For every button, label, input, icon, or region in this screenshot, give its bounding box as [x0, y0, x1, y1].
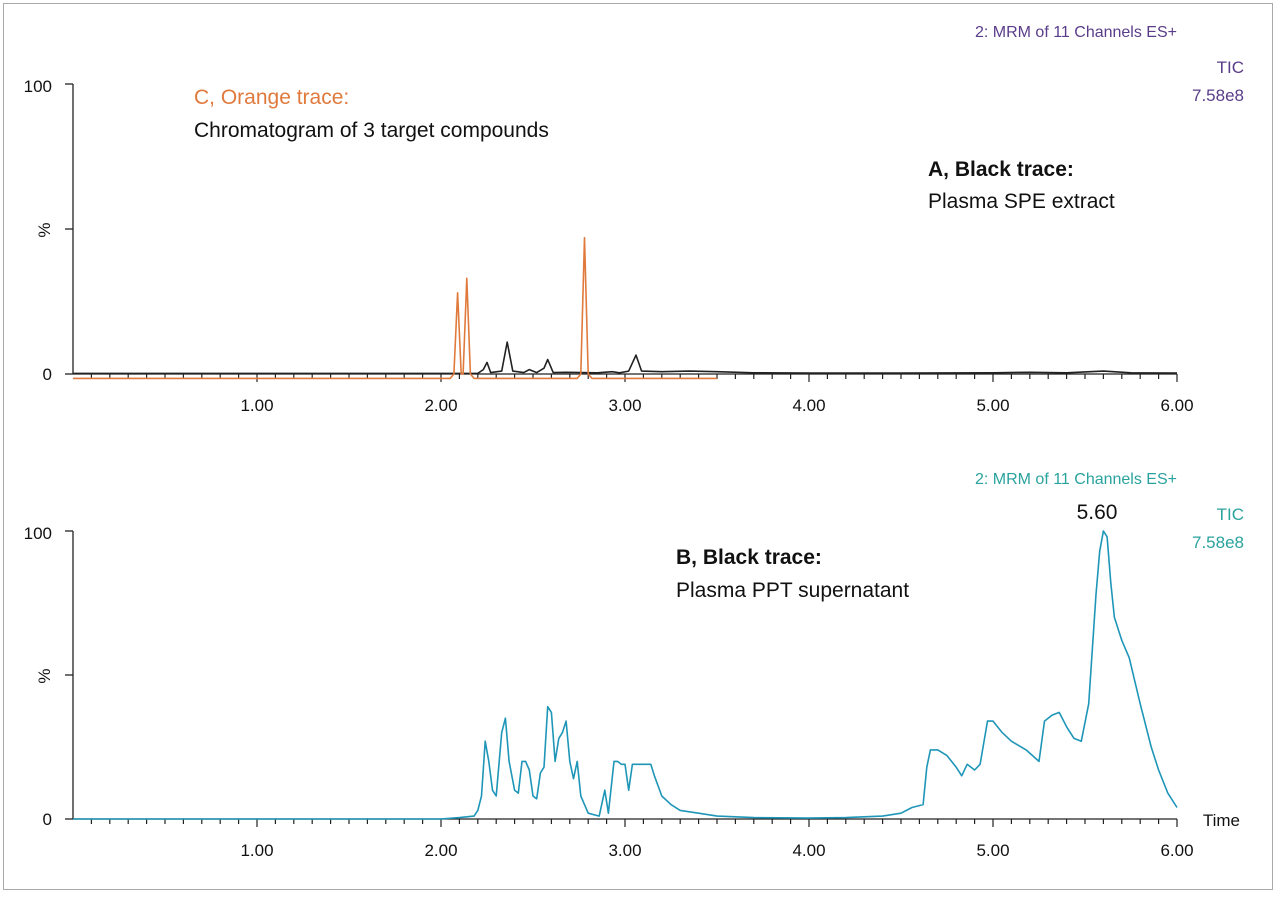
panel-top-xtick-label-4.00: 4.00	[792, 396, 825, 415]
panel-top-xtick-label-3.00: 3.00	[608, 396, 641, 415]
panel-top-x-ticks: 1.00 2.00 3.00 4.00 5.00 6.00	[90, 374, 1194, 415]
trace-b	[73, 530, 1178, 820]
trace-c	[73, 236, 717, 380]
panel-bottom-xtick-label-1.00: 1.00	[240, 841, 273, 860]
panel-bottom-traces	[73, 530, 1178, 820]
annotation-b-text: Plasma PPT supernatant	[676, 579, 909, 602]
panel-top-xtick-label-1.00: 1.00	[240, 396, 273, 415]
panel-top-xtick-label-6.00: 6.00	[1160, 396, 1193, 415]
panel-bottom: 2: MRM of 11 Channels ES+ TIC 7.58e8 100…	[24, 471, 1244, 860]
panel-bottom-ylabel: %	[35, 668, 54, 683]
trace-a	[73, 341, 1178, 375]
panel-top-ylabel: %	[35, 222, 54, 237]
panel-top: 2: MRM of 11 Channels ES+ TIC 7.58e8 100…	[24, 24, 1244, 415]
panel-top-tic-label: TIC	[1217, 58, 1244, 77]
annotation-a-title: A, Black trace:	[928, 158, 1074, 181]
panel-bottom-xtick-label-5.00: 5.00	[976, 841, 1009, 860]
panel-bottom-xlabel: Time	[1203, 811, 1240, 830]
panel-top-tic-value: 7.58e8	[1192, 86, 1244, 105]
panel-bottom-x-ticks: 1.00 2.00 3.00 4.00 5.00 6.00	[90, 819, 1194, 860]
panel-bottom-xtick-label-6.00: 6.00	[1160, 841, 1193, 860]
panel-top-traces	[73, 236, 1178, 380]
annotation-c-title: C, Orange trace:	[194, 86, 349, 109]
panel-top-header: 2: MRM of 11 Channels ES+	[975, 24, 1177, 41]
panel-top-ytick-0: 0	[43, 365, 52, 384]
panel-bottom-xtick-label-4.00: 4.00	[792, 841, 825, 860]
peak-label-560: 5.60	[1077, 501, 1118, 524]
panel-bottom-ytick-0: 0	[43, 810, 52, 829]
figure-frame	[3, 3, 1273, 890]
panel-bottom-header: 2: MRM of 11 Channels ES+	[975, 471, 1177, 488]
annotation-a-text: Plasma SPE extract	[928, 190, 1115, 213]
panel-bottom-xtick-label-3.00: 3.00	[608, 841, 641, 860]
annotation-b-title: B, Black trace:	[676, 546, 822, 569]
panel-bottom-xtick-label-2.00: 2.00	[424, 841, 457, 860]
panel-bottom-ytick-100: 100	[24, 524, 52, 543]
annotation-c-text: Chromatogram of 3 target compounds	[194, 119, 549, 142]
panel-top-xtick-label-5.00: 5.00	[976, 396, 1009, 415]
panel-bottom-tic-value: 7.58e8	[1192, 533, 1244, 552]
panel-bottom-tic-label: TIC	[1217, 505, 1244, 524]
panel-top-xtick-label-2.00: 2.00	[424, 396, 457, 415]
panel-top-ytick-100: 100	[24, 77, 52, 96]
